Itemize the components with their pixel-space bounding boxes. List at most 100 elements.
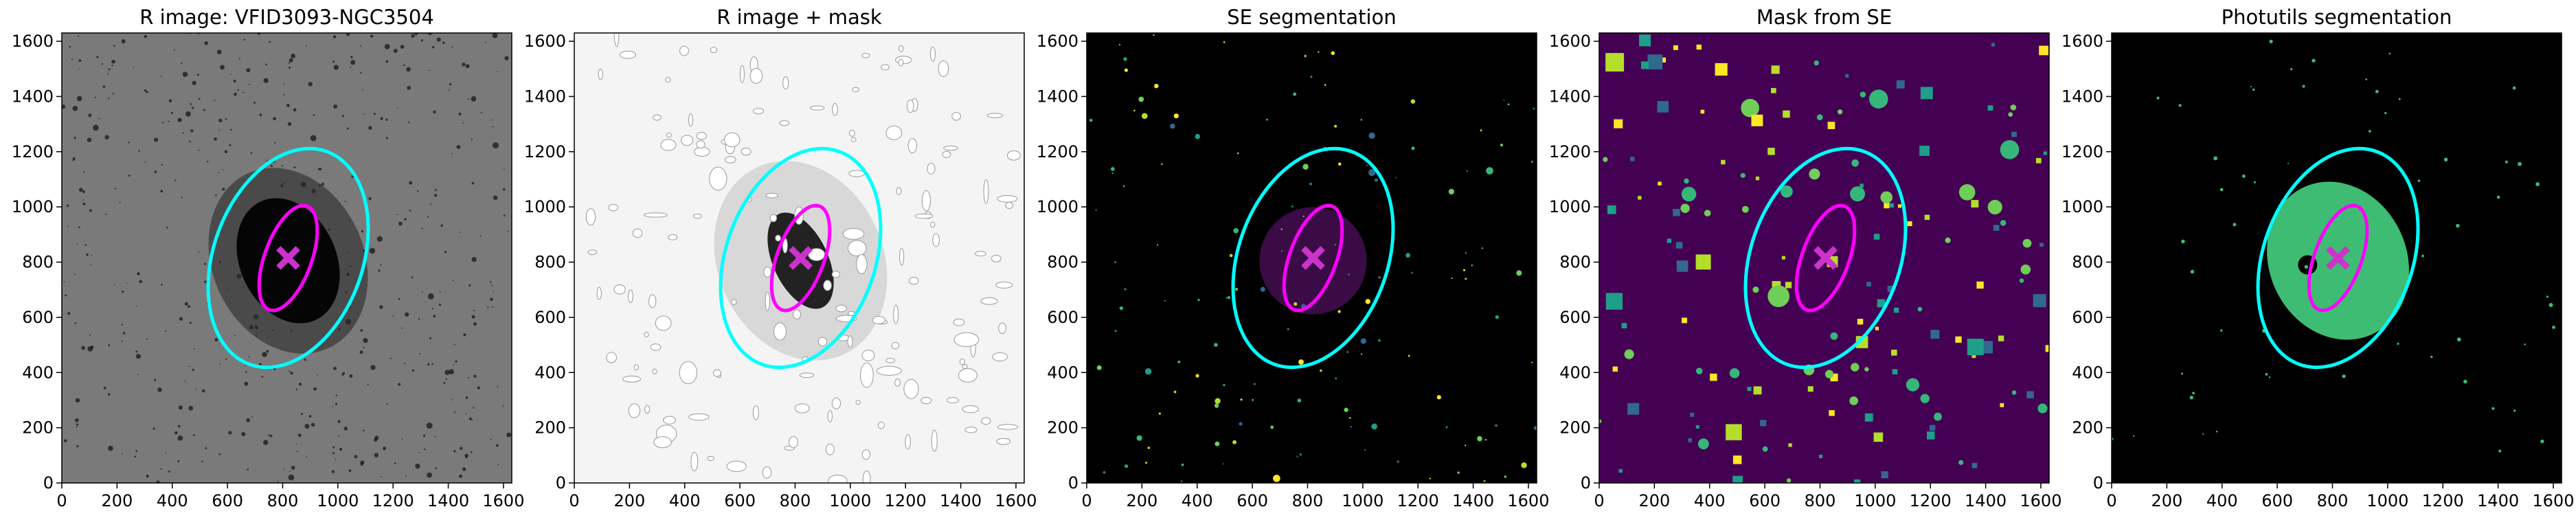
x-tick-label: 800 [780, 491, 811, 510]
star [157, 387, 162, 392]
segment [2241, 174, 2246, 178]
star [380, 264, 382, 266]
mask-circle [1740, 172, 1745, 178]
segment [1397, 460, 1399, 463]
segment [2202, 433, 2204, 435]
segment [1466, 170, 1469, 172]
y-tick-label: 800 [1047, 253, 1078, 272]
segment [1118, 44, 1121, 46]
mask-hole [877, 421, 885, 429]
mask-circle [2019, 278, 2024, 283]
mask-hole [996, 438, 1011, 445]
mask-hole [932, 233, 940, 247]
segment [1280, 228, 1283, 230]
mask-hole [850, 137, 857, 142]
mask-circle [1697, 438, 1709, 450]
segment [1138, 96, 1144, 102]
star [137, 272, 140, 275]
star [177, 435, 183, 441]
star [250, 152, 253, 154]
star [459, 232, 461, 234]
star [218, 453, 221, 455]
star [493, 291, 495, 292]
star [343, 426, 348, 431]
mask-circle [1920, 394, 1930, 403]
center-marker [276, 246, 300, 270]
mask-square [1930, 330, 1940, 339]
star [90, 263, 92, 265]
mask-square [1732, 475, 1743, 483]
mask-square [1695, 425, 1699, 429]
mask-circle [1681, 186, 1697, 202]
mask-square [1647, 54, 1663, 70]
mask-hole [903, 379, 919, 399]
star [192, 80, 196, 85]
segment [1338, 162, 1342, 166]
star [178, 405, 183, 410]
star [396, 106, 398, 109]
segment [2181, 239, 2185, 244]
mask-square [1771, 65, 1780, 74]
segment [1368, 169, 1376, 177]
star [436, 37, 441, 42]
mask-hole [962, 364, 968, 370]
star [78, 68, 80, 70]
center-marker [1814, 246, 1838, 270]
mask-circle [1958, 184, 1976, 201]
mask-hole [848, 129, 855, 137]
star [416, 190, 419, 192]
star [76, 444, 79, 448]
mask-hole [896, 187, 902, 195]
star [442, 41, 445, 45]
star [111, 59, 115, 64]
star [192, 106, 194, 109]
star [242, 91, 245, 93]
star [427, 216, 429, 218]
star [480, 111, 482, 113]
segment [1298, 359, 1304, 365]
mask-hole [831, 271, 840, 278]
panel-title: R image + mask [716, 5, 882, 29]
mask-square [1640, 61, 1649, 69]
star [122, 332, 126, 335]
x-tick-label: 1400 [940, 491, 982, 510]
segment [2279, 286, 2283, 289]
mask-square [1630, 157, 1635, 161]
x-tick-label: 1400 [1965, 491, 2007, 510]
x-tick-label: 1200 [2422, 491, 2464, 510]
star [503, 214, 506, 217]
mask-circle [1880, 191, 1893, 204]
star [198, 251, 200, 254]
segment [1465, 444, 1467, 447]
star [361, 230, 364, 233]
star [89, 334, 91, 336]
mask-square [1998, 335, 2004, 341]
star [490, 119, 493, 121]
mask-square [1682, 317, 1688, 324]
star [174, 179, 177, 181]
y-tick-label: 400 [22, 363, 54, 382]
segment [1173, 113, 1179, 119]
mask-hole [792, 309, 801, 319]
star [74, 322, 77, 324]
x-tick-label: 1200 [1910, 491, 1952, 510]
star [374, 453, 379, 458]
mask-square [1605, 293, 1623, 310]
y-tick-label: 200 [1559, 418, 1591, 438]
axes-frame [61, 32, 512, 484]
star [93, 124, 99, 131]
mask-hole [881, 64, 890, 71]
mask-hole [773, 322, 787, 341]
panel [62, 33, 512, 483]
center-marker [789, 246, 813, 270]
star [385, 118, 388, 121]
mask-square [1897, 204, 1902, 208]
x-tick-label: 1600 [2020, 491, 2061, 510]
x-tick-label: 1400 [1452, 491, 1494, 510]
star [83, 171, 85, 173]
mask-hole [852, 87, 859, 93]
star [433, 110, 436, 114]
star [460, 447, 463, 450]
star [350, 60, 356, 65]
mask-square [1747, 387, 1752, 392]
